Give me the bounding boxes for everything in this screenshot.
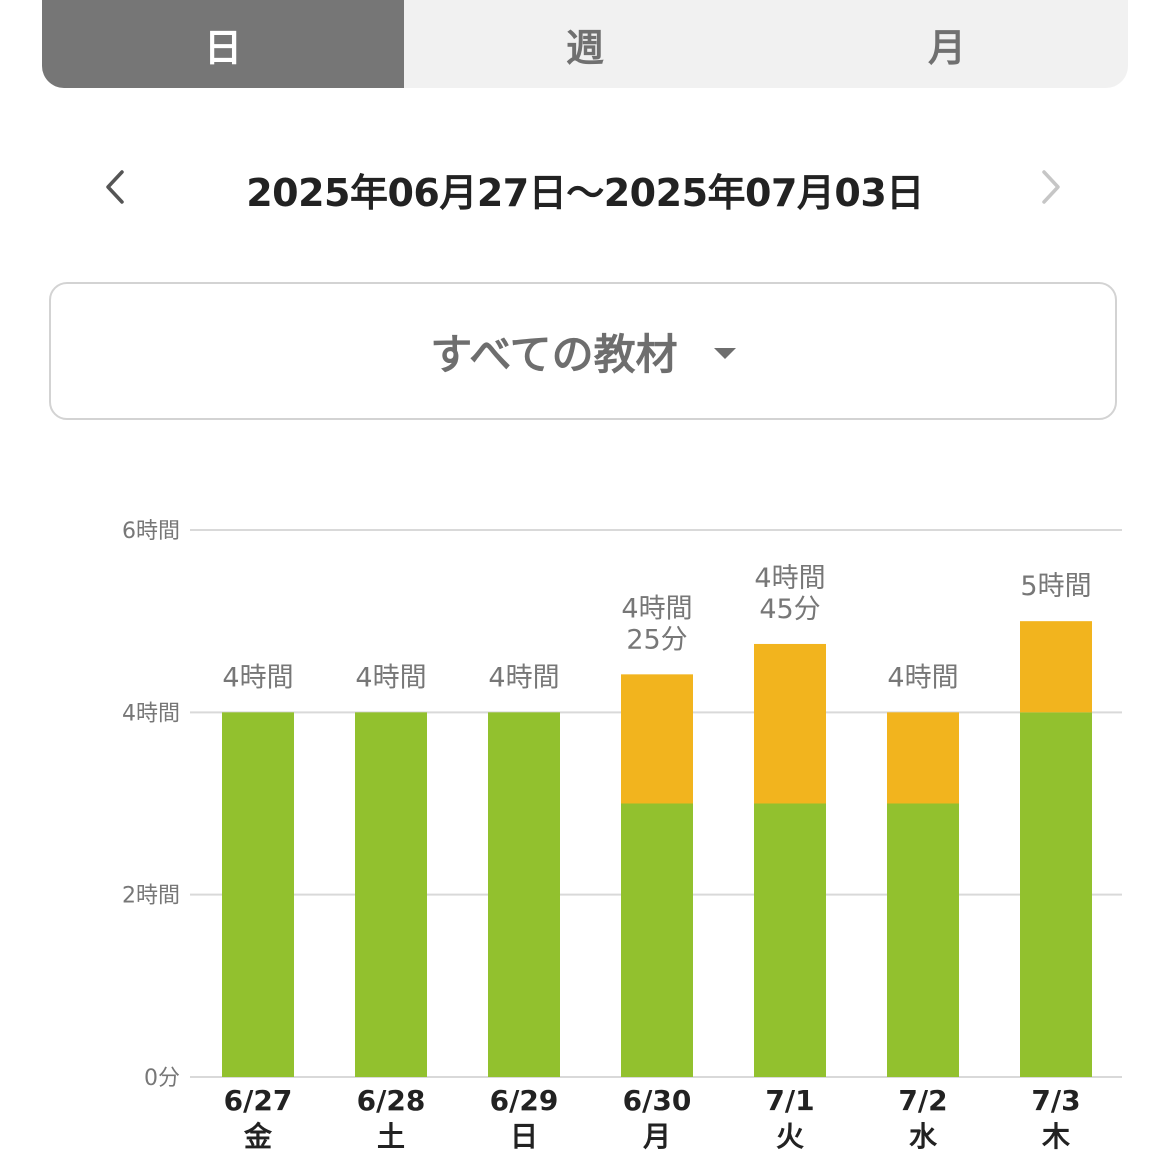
bar-segment <box>355 712 427 1077</box>
bar-total-label: 45分 <box>759 594 820 625</box>
x-tick-weekday: 木 <box>1041 1120 1070 1153</box>
prev-period-button[interactable] <box>98 164 138 210</box>
x-tick-date: 6/29 <box>490 1084 559 1117</box>
caret-down-icon <box>713 347 736 359</box>
material-filter-label: すべての教材 <box>430 329 678 379</box>
material-filter-dropdown[interactable]: すべての教材 <box>49 282 1117 420</box>
bar-segment <box>754 803 826 1077</box>
x-tick-date: 6/27 <box>224 1084 293 1117</box>
bar-segment <box>488 712 560 1077</box>
bar-segment <box>621 674 693 804</box>
tab-month[interactable]: 月 <box>927 25 966 70</box>
next-period-button[interactable] <box>1030 164 1070 210</box>
y-tick-label: 2時間 <box>122 884 180 909</box>
tab-week[interactable]: 週 <box>565 25 604 70</box>
chevron-left-icon <box>106 170 124 204</box>
study-time-chart: 0分2時間4時間6時間4時間6/27金4時間6/28土4時間6/29日4時間25… <box>122 519 1122 1153</box>
x-tick-weekday: 日 <box>510 1120 538 1153</box>
bar-segment <box>1020 621 1092 713</box>
bar-total-label: 5時間 <box>1020 571 1091 602</box>
x-tick-date: 6/30 <box>623 1084 692 1117</box>
x-tick-weekday: 金 <box>243 1120 273 1153</box>
y-tick-label: 6時間 <box>122 519 180 544</box>
bar-total-label: 4時間 <box>488 662 559 693</box>
bar-segment <box>1020 712 1092 1077</box>
date-range-row: 2025年06月27日～2025年07月03日 <box>0 150 1170 230</box>
chevron-right-icon <box>1042 170 1060 204</box>
bar-total-label: 4時間 <box>754 563 825 594</box>
x-tick-weekday: 土 <box>377 1120 405 1153</box>
bar-segment <box>887 803 959 1077</box>
y-tick-label: 0分 <box>144 1066 180 1091</box>
x-tick-date: 7/3 <box>1031 1084 1080 1117</box>
bar-total-label: 4時間 <box>355 662 426 693</box>
y-tick-label: 4時間 <box>122 701 180 726</box>
x-tick-date: 7/1 <box>765 1084 814 1117</box>
bar-segment <box>621 803 693 1077</box>
bar-total-label: 4時間 <box>621 593 692 624</box>
x-tick-date: 7/2 <box>898 1084 947 1117</box>
x-tick-weekday: 月 <box>642 1120 671 1153</box>
x-tick-weekday: 水 <box>909 1120 938 1153</box>
bar-segment <box>754 643 826 804</box>
date-range-label: 2025年06月27日～2025年07月03日 <box>246 171 924 215</box>
bar-total-label: 4時間 <box>222 662 293 693</box>
x-tick-weekday: 火 <box>776 1120 804 1153</box>
bar-segment <box>222 712 294 1077</box>
bar-total-label: 4時間 <box>887 662 958 693</box>
bar-total-label: 25分 <box>626 624 687 655</box>
bar-segment <box>887 712 959 804</box>
tab-day[interactable]: 日 <box>42 0 404 88</box>
x-tick-date: 6/28 <box>357 1084 426 1117</box>
period-tabs: 日 週 月 <box>42 0 1128 88</box>
